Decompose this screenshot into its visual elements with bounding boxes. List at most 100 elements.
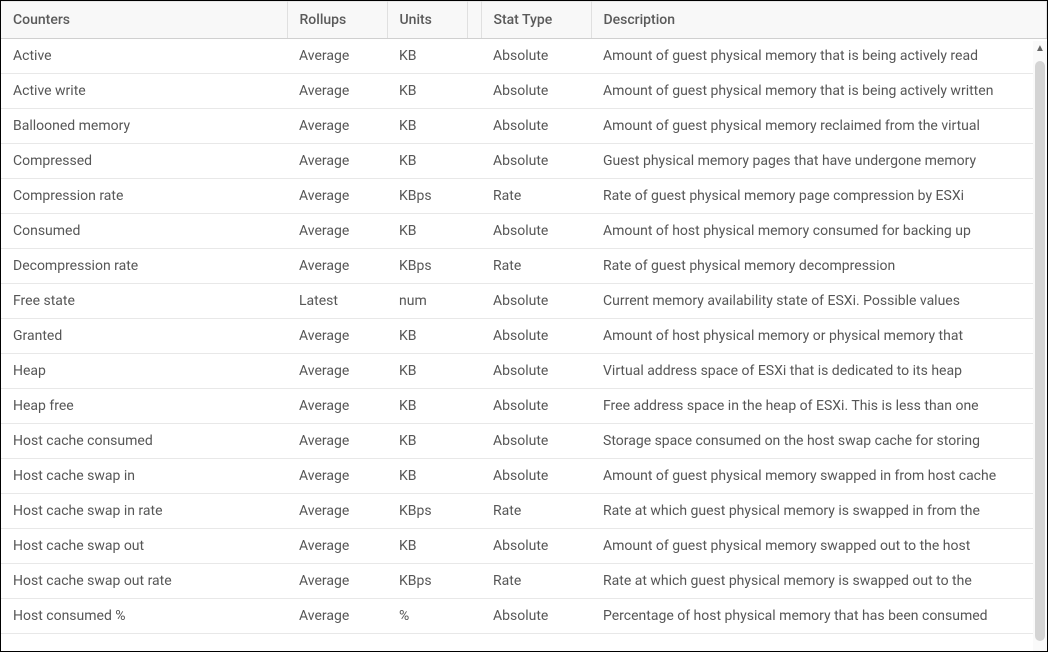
unit-cell: KB (387, 354, 467, 389)
rollup-cell: Average (287, 319, 387, 354)
stat-type-cell: Absolute (481, 109, 591, 144)
unit-cell: KB (387, 424, 467, 459)
rollup-cell: Average (287, 494, 387, 529)
stat-type-cell: Rate (481, 249, 591, 284)
stat-type-cell: Absolute (481, 74, 591, 109)
unit-cell: KB (387, 389, 467, 424)
counter-cell: Heap free (1, 389, 287, 424)
stat-type-cell: Rate (481, 564, 591, 599)
row-separator (467, 529, 481, 564)
stat-type-cell: Absolute (481, 599, 591, 634)
rollup-cell: Average (287, 424, 387, 459)
counter-cell: Host cache swap in (1, 459, 287, 494)
table-row[interactable]: CompressedAverageKBAbsoluteGuest physica… (1, 144, 1047, 179)
rollup-cell: Average (287, 354, 387, 389)
col-header-counters[interactable]: Counters (1, 2, 287, 39)
counter-cell: Compression rate (1, 179, 287, 214)
unit-cell: % (387, 599, 467, 634)
stat-type-cell: Absolute (481, 424, 591, 459)
table-body: ActiveAverageKBAbsoluteAmount of guest p… (1, 39, 1047, 634)
stat-type-cell: Rate (481, 494, 591, 529)
table-row[interactable]: Heap freeAverageKBAbsoluteFree address s… (1, 389, 1047, 424)
table-row[interactable]: HeapAverageKBAbsoluteVirtual address spa… (1, 354, 1047, 389)
scrollbar-thumb[interactable] (1035, 61, 1045, 641)
table-row[interactable]: ConsumedAverageKBAbsoluteAmount of host … (1, 214, 1047, 249)
unit-cell: KB (387, 74, 467, 109)
counter-cell: Active write (1, 74, 287, 109)
col-header-units[interactable]: Units (387, 2, 467, 39)
counter-cell: Free state (1, 284, 287, 319)
unit-cell: KB (387, 144, 467, 179)
table-row[interactable]: Free stateLatestnum AbsoluteCurrent memor… (1, 284, 1047, 319)
col-header-rollups[interactable]: Rollups (287, 2, 387, 39)
stat-type-cell: Absolute (481, 354, 591, 389)
table-row[interactable]: Host consumed %Average%AbsolutePercentag… (1, 599, 1047, 634)
rollup-cell: Average (287, 249, 387, 284)
row-separator (467, 179, 481, 214)
rollup-cell: Average (287, 109, 387, 144)
description-cell: Free address space in the heap of ESXi. … (591, 389, 1047, 424)
description-cell: Current memory availability state of ESX… (591, 284, 1047, 319)
row-separator (467, 109, 481, 144)
description-cell: Storage space consumed on the host swap … (591, 424, 1047, 459)
table-row[interactable]: Decompression rateAverageKBpsRateRate of… (1, 249, 1047, 284)
stat-type-cell: Absolute (481, 284, 591, 319)
description-cell: Amount of host physical memory consumed … (591, 214, 1047, 249)
description-cell: Amount of guest physical memory that is … (591, 39, 1047, 74)
row-separator (467, 144, 481, 179)
rollup-cell: Average (287, 214, 387, 249)
row-separator (467, 389, 481, 424)
table-row[interactable]: GrantedAverageKB AbsoluteAmount of host p… (1, 319, 1047, 354)
unit-cell: KBps (387, 249, 467, 284)
col-header-description[interactable]: Description (591, 2, 1047, 39)
memory-counters-table-container: Counters Rollups Units Stat Type Descrip… (1, 1, 1047, 651)
description-cell: Rate at which guest physical memory is s… (591, 494, 1047, 529)
unit-cell: KB (387, 319, 467, 354)
description-cell: Amount of guest physical memory that is … (591, 74, 1047, 109)
table-row[interactable]: Host cache consumedAverageKB AbsoluteStor… (1, 424, 1047, 459)
counter-cell: Host cache consumed (1, 424, 287, 459)
unit-cell: KBps (387, 564, 467, 599)
table-row[interactable]: Compression rateAverageKBpsRateRate of g… (1, 179, 1047, 214)
stat-type-cell: Rate (481, 179, 591, 214)
row-separator (467, 494, 481, 529)
row-separator (467, 284, 481, 319)
unit-cell: KB (387, 39, 467, 74)
vertical-scrollbar[interactable]: ▲ (1033, 41, 1047, 651)
description-cell: Amount of host physical memory or physic… (591, 319, 1047, 354)
counter-cell: Host cache swap in rate (1, 494, 287, 529)
counter-cell: Host cache swap out (1, 529, 287, 564)
memory-counters-table: Counters Rollups Units Stat Type Descrip… (1, 1, 1047, 634)
row-separator (467, 214, 481, 249)
rollup-cell: Average (287, 599, 387, 634)
row-separator (467, 564, 481, 599)
col-header-stat-type[interactable]: Stat Type (481, 2, 591, 39)
counter-cell: Host cache swap out rate (1, 564, 287, 599)
table-row[interactable]: ActiveAverageKBAbsoluteAmount of guest p… (1, 39, 1047, 74)
scroll-up-icon[interactable]: ▲ (1035, 43, 1045, 54)
unit-cell: KB (387, 109, 467, 144)
row-separator (467, 459, 481, 494)
rollup-cell: Average (287, 389, 387, 424)
rollup-cell: Average (287, 459, 387, 494)
description-cell: Rate of guest physical memory page compr… (591, 179, 1047, 214)
rollup-cell: Average (287, 39, 387, 74)
table-row[interactable]: Host cache swap out rateAverageKBpsRateR… (1, 564, 1047, 599)
table-row[interactable]: Active writeAverageKB AbsoluteAmount of g… (1, 74, 1047, 109)
row-separator (467, 319, 481, 354)
unit-cell: num (387, 284, 467, 319)
rollup-cell: Latest (287, 284, 387, 319)
col-header-separator (467, 2, 481, 39)
table-row[interactable]: Host cache swap in rateAverageKBpsRateRa… (1, 494, 1047, 529)
table-row[interactable]: Host cache swap outAverageKBAbsoluteAmou… (1, 529, 1047, 564)
description-cell: Percentage of host physical memory that … (591, 599, 1047, 634)
unit-cell: KB (387, 459, 467, 494)
table-row[interactable]: Host cache swap inAverageKBAbsoluteAmoun… (1, 459, 1047, 494)
stat-type-cell: Absolute (481, 319, 591, 354)
counter-cell: Granted (1, 319, 287, 354)
stat-type-cell: Absolute (481, 459, 591, 494)
row-separator (467, 39, 481, 74)
table-row[interactable]: Ballooned memoryAverageKBAbsoluteAmount … (1, 109, 1047, 144)
rollup-cell: Average (287, 74, 387, 109)
stat-type-cell: Absolute (481, 144, 591, 179)
